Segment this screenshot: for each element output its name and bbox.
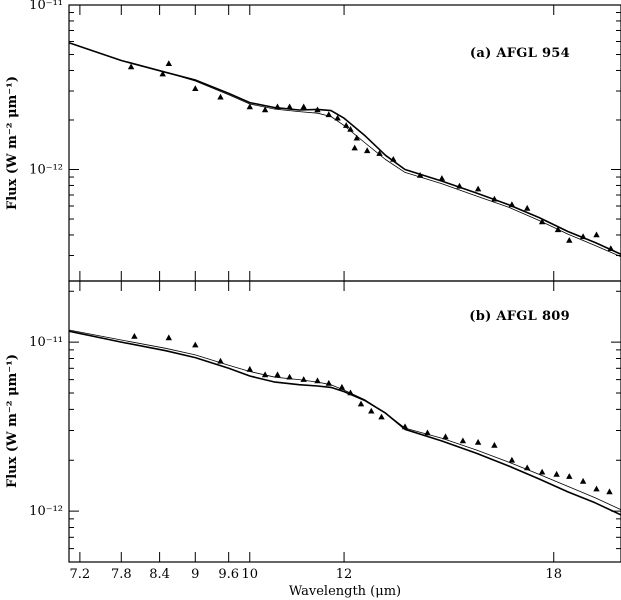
data-point (524, 464, 531, 471)
panel-a-observations (127, 60, 614, 251)
panel-a-series (68, 41, 621, 258)
data-point (343, 122, 350, 128)
data-point (217, 357, 224, 364)
panel-a: 10⁻¹¹ 10⁻¹² (a) AFGL 954 Flux (W m⁻² μm⁻¹… (5, 0, 621, 282)
data-point (300, 103, 307, 110)
data-point (351, 144, 358, 151)
y-tick-label: 10⁻¹² (29, 163, 63, 178)
data-point (217, 93, 224, 100)
y-tick-label: 10⁻¹¹ (29, 335, 63, 350)
panel-a-tick-labels: 10⁻¹¹ 10⁻¹² (29, 0, 63, 178)
data-point (192, 341, 199, 348)
data-point (438, 175, 446, 181)
data-point (127, 63, 135, 70)
data-point (131, 333, 138, 339)
x-tick-label: 9 (191, 567, 199, 582)
data-point (376, 150, 383, 156)
data-point (325, 111, 332, 118)
x-tick-label: 12 (336, 567, 353, 582)
panel-a-label: (a) AFGL 954 (470, 46, 570, 61)
data-point (579, 477, 587, 484)
panel-b-ylabel: Flux (W m⁻² μm⁻¹) (5, 354, 20, 488)
data-point (246, 365, 253, 372)
data-point (566, 473, 573, 479)
data-point (261, 371, 269, 378)
data-point (165, 334, 172, 341)
panel-b-tick-labels: 10⁻¹¹ 10⁻¹² 7.2 7.8 8.4 9 9.6 10 12 18 (29, 335, 562, 582)
data-point (607, 245, 614, 251)
data-point (368, 407, 375, 414)
data-point (274, 371, 281, 378)
panel-b: 10⁻¹¹ 10⁻¹² 7.2 7.8 8.4 9 9.6 10 12 18 (b) AFGL 8… (5, 280, 621, 599)
data-point (347, 389, 354, 396)
data-point (286, 373, 293, 380)
data-point (579, 233, 587, 240)
data-point (593, 485, 600, 492)
data-point (314, 377, 321, 384)
y-tick-label: 10⁻¹² (29, 504, 63, 519)
data-point (159, 70, 166, 77)
data-point (261, 106, 269, 113)
panel-b-frame (68, 280, 621, 563)
data-point (508, 456, 516, 463)
data-point (442, 433, 449, 440)
data-point (314, 106, 321, 113)
x-tick-label: 9.6 (218, 567, 239, 582)
data-point (416, 172, 424, 178)
data-point (364, 147, 371, 154)
data-point (491, 441, 498, 448)
data-point (338, 383, 346, 390)
panel-b-label: (b) AFGL 809 (469, 309, 570, 324)
data-point (401, 423, 409, 430)
data-point (553, 470, 560, 477)
data-point (286, 103, 293, 110)
data-point (390, 156, 397, 162)
model-curve-thin (68, 42, 621, 258)
x-axis-label: Wavelength (μm) (289, 584, 401, 599)
data-point (192, 85, 199, 91)
data-point (474, 438, 482, 445)
data-point (554, 226, 562, 233)
data-point (606, 488, 613, 495)
data-point (325, 379, 332, 386)
data-point (538, 468, 546, 475)
x-tick-label: 18 (545, 567, 562, 582)
model-curve-thick (68, 41, 621, 256)
x-tick-label: 7.8 (111, 567, 132, 582)
data-point (508, 201, 516, 208)
data-point (334, 114, 341, 121)
data-point (593, 231, 600, 238)
data-point (353, 134, 360, 141)
panel-b-series (68, 329, 621, 516)
data-point (459, 437, 467, 444)
y-tick-label: 10⁻¹¹ (29, 0, 63, 13)
x-tick-label: 10 (241, 567, 258, 582)
data-point (274, 103, 281, 110)
panel-b-ticks (69, 281, 621, 563)
panel-b-observations (131, 333, 613, 495)
panel-a-ylabel: Flux (W m⁻² μm⁻¹) (5, 76, 20, 210)
data-point (424, 429, 431, 436)
model-curve-thick (68, 330, 621, 516)
data-point (566, 237, 573, 243)
data-point (165, 60, 172, 66)
data-point (246, 103, 253, 110)
data-point (357, 400, 365, 407)
data-point (524, 204, 531, 211)
data-point (456, 182, 463, 189)
data-point (491, 195, 498, 202)
x-tick-label: 7.2 (70, 567, 91, 582)
data-point (474, 185, 482, 192)
data-point (300, 376, 307, 382)
model-curve-thin (68, 329, 621, 511)
panel-a-ticks (69, 4, 621, 281)
data-point (378, 413, 385, 420)
data-point (347, 126, 354, 132)
x-tick-label: 8.4 (149, 567, 170, 582)
data-point (538, 218, 546, 225)
